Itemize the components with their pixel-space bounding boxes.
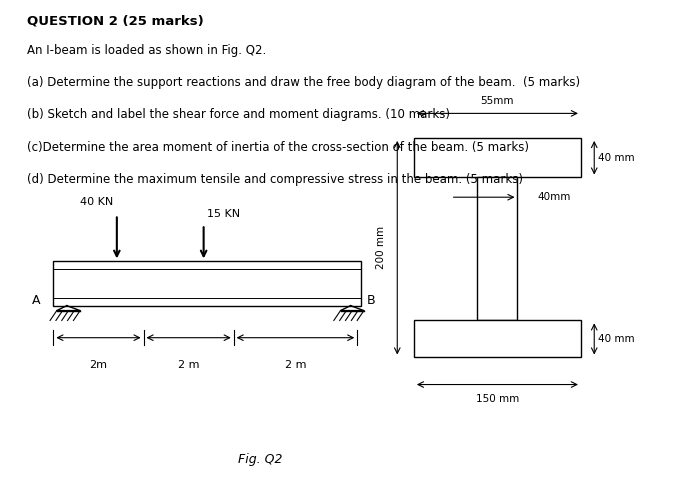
- Text: An I-beam is loaded as shown in Fig. Q2.: An I-beam is loaded as shown in Fig. Q2.: [27, 44, 266, 57]
- Text: (b) Sketch and label the shear force and moment diagrams. (10 marks): (b) Sketch and label the shear force and…: [27, 108, 449, 121]
- Text: 2 m: 2 m: [285, 360, 306, 370]
- Text: 40mm: 40mm: [538, 192, 571, 202]
- Text: 40 mm: 40 mm: [598, 153, 634, 163]
- Bar: [477, 177, 517, 320]
- Text: B: B: [368, 294, 376, 307]
- Bar: [414, 320, 581, 357]
- Bar: [53, 261, 360, 306]
- Text: 55mm: 55mm: [481, 96, 514, 106]
- Text: Fig. Q2: Fig. Q2: [238, 453, 283, 466]
- Text: 200 mm: 200 mm: [376, 226, 386, 269]
- Text: 40 mm: 40 mm: [598, 334, 634, 344]
- Text: (c)Determine the area moment of inertia of the cross-section of the beam. (5 mar: (c)Determine the area moment of inertia …: [27, 141, 528, 153]
- Text: (a) Determine the support reactions and draw the free body diagram of the beam. : (a) Determine the support reactions and …: [27, 76, 580, 89]
- Text: 2 m: 2 m: [178, 360, 200, 370]
- Text: A: A: [32, 294, 40, 307]
- Text: 40 KN: 40 KN: [80, 197, 113, 207]
- Text: QUESTION 2 (25 marks): QUESTION 2 (25 marks): [27, 15, 204, 28]
- Text: 150 mm: 150 mm: [476, 394, 519, 404]
- Text: 15 KN: 15 KN: [207, 210, 240, 219]
- Bar: [414, 138, 581, 177]
- Text: (d) Determine the maximum tensile and compressive stress in the beam. (5 marks): (d) Determine the maximum tensile and co…: [27, 173, 523, 185]
- Text: 2m: 2m: [90, 360, 108, 370]
